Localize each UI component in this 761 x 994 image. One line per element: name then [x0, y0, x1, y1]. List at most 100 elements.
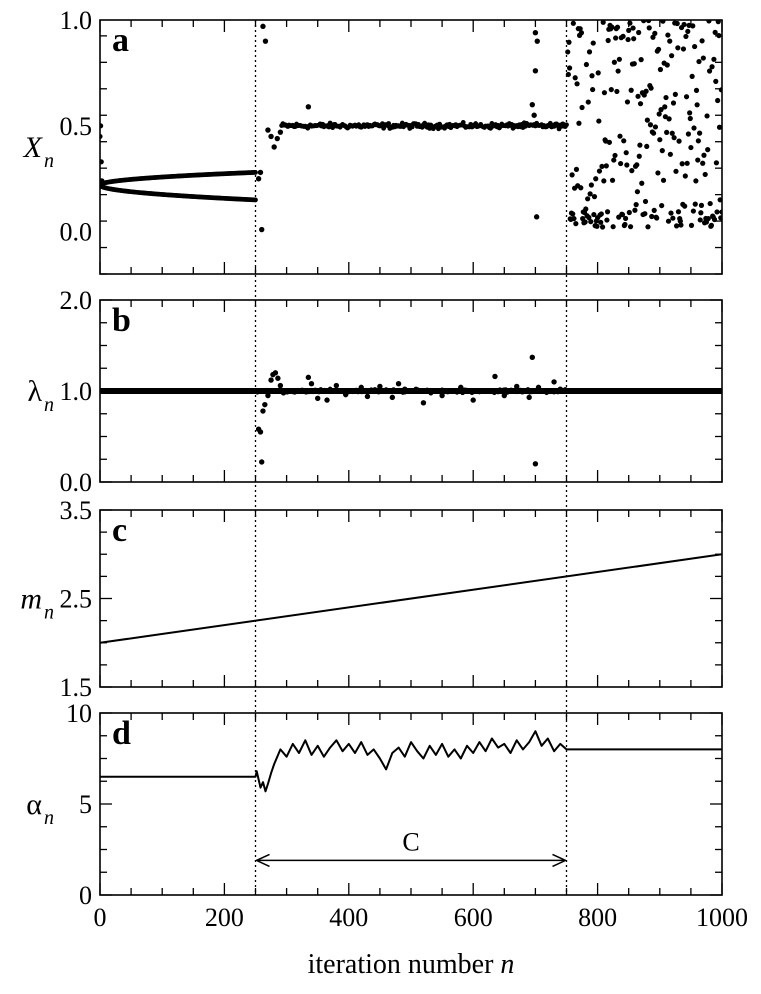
- chaotic-point: [667, 38, 673, 44]
- y-axis-label-sub: n: [44, 394, 54, 416]
- outlier-point: [531, 112, 537, 118]
- transient-point: [274, 135, 280, 142]
- chaotic-point: [696, 58, 702, 65]
- chaotic-point: [683, 94, 690, 100]
- chaotic-point: [615, 68, 621, 74]
- chaotic-point: [628, 87, 634, 93]
- data-point: [358, 384, 364, 391]
- chaotic-point: [619, 211, 626, 218]
- chaotic-point: [670, 100, 677, 106]
- chaotic-point: [711, 216, 718, 223]
- chaotic-point: [617, 133, 623, 139]
- chaotic-point: [570, 211, 576, 217]
- chaotic-point: [700, 55, 706, 61]
- chaotic-point: [702, 171, 708, 178]
- chaotic-point: [620, 33, 626, 39]
- chaotic-point: [718, 87, 722, 93]
- data-point: [501, 392, 507, 399]
- transient-point: [277, 129, 284, 135]
- y-tick-label: 1.0: [60, 6, 93, 35]
- chaotic-point: [572, 75, 578, 81]
- data-point: [420, 400, 427, 406]
- chaotic-point: [645, 224, 651, 230]
- chaotic-point: [718, 215, 722, 221]
- arrow-head-left: [254, 853, 270, 868]
- data-point: [259, 459, 265, 465]
- data-point: [458, 384, 464, 391]
- chaotic-point: [670, 215, 676, 221]
- chaotic-point: [673, 168, 679, 174]
- transient-point: [260, 23, 266, 30]
- data-point: [272, 370, 279, 376]
- chaotic-point: [610, 224, 616, 230]
- chaotic-point: [583, 206, 589, 212]
- chaotic-point: [586, 49, 593, 55]
- chaotic-point: [662, 104, 668, 110]
- chaotic-point: [604, 209, 611, 215]
- panel-d: 0 5 10 α n d 0 200 400 600 800 1000: [26, 699, 748, 932]
- chaotic-point: [655, 46, 662, 52]
- chaotic-point: [573, 166, 580, 172]
- branch-point: [253, 170, 258, 175]
- chaotic-point: [605, 37, 611, 44]
- panel-letter: a: [112, 22, 129, 59]
- chaotic-point: [593, 176, 599, 182]
- chaotic-point: [715, 97, 721, 104]
- chaotic-point: [691, 125, 697, 131]
- data-point: [333, 382, 340, 389]
- chaotic-point: [627, 20, 633, 26]
- chaotic-point: [598, 219, 604, 225]
- chaotic-point: [588, 219, 594, 225]
- chaotic-point: [694, 102, 700, 108]
- data-point: [532, 461, 539, 467]
- chaotic-point: [573, 221, 579, 227]
- chaotic-point: [611, 59, 617, 65]
- chaotic-point: [634, 162, 640, 168]
- chaotic-point: [574, 81, 580, 87]
- chaotic-point: [650, 34, 656, 40]
- data-point: [529, 354, 535, 361]
- chaotic-point: [598, 211, 604, 217]
- chaotic-point: [606, 139, 613, 145]
- chaotic-point: [697, 217, 703, 223]
- chaotic-point: [634, 189, 641, 195]
- chaotic-point: [693, 178, 699, 184]
- chaotic-point: [590, 86, 596, 93]
- y-axis-label: m: [20, 583, 42, 616]
- chaotic-point: [631, 61, 637, 67]
- panel-b: 0.0 1.0 2.0 λ n b: [27, 286, 723, 497]
- chaotic-point: [665, 218, 672, 224]
- outlier-point: [532, 68, 539, 74]
- chaotic-point: [707, 200, 713, 207]
- chaotic-point: [719, 209, 722, 215]
- chaotic-point: [682, 203, 688, 209]
- branch-point: [253, 197, 258, 203]
- data-point: [377, 383, 383, 390]
- chaotic-point: [658, 107, 664, 113]
- chaotic-point: [603, 163, 609, 169]
- chaotic-point: [578, 185, 584, 191]
- chaotic-point: [567, 65, 573, 71]
- chaotic-point: [681, 21, 687, 28]
- chaotic-point: [689, 73, 695, 79]
- chaotic-point: [569, 172, 575, 178]
- transient-point: [259, 226, 265, 233]
- chaotic-point: [637, 101, 644, 107]
- chaotic-point: [705, 147, 711, 153]
- chaotic-point: [601, 178, 607, 184]
- chaotic-point: [624, 99, 631, 105]
- chaotic-point: [608, 86, 614, 93]
- chaotic-point: [685, 28, 691, 35]
- initial-point: [100, 178, 105, 184]
- chaotic-point: [679, 161, 685, 167]
- chaotic-point: [669, 130, 675, 136]
- chaotic-point: [711, 56, 717, 62]
- chaotic-point: [646, 25, 652, 31]
- chaotic-point: [709, 64, 715, 70]
- series-line: [100, 553, 722, 644]
- chaotic-point: [656, 111, 662, 117]
- chaotic-point: [609, 177, 616, 183]
- data-point: [364, 393, 371, 400]
- chaotic-point: [588, 182, 594, 188]
- chaotic-point: [590, 40, 596, 46]
